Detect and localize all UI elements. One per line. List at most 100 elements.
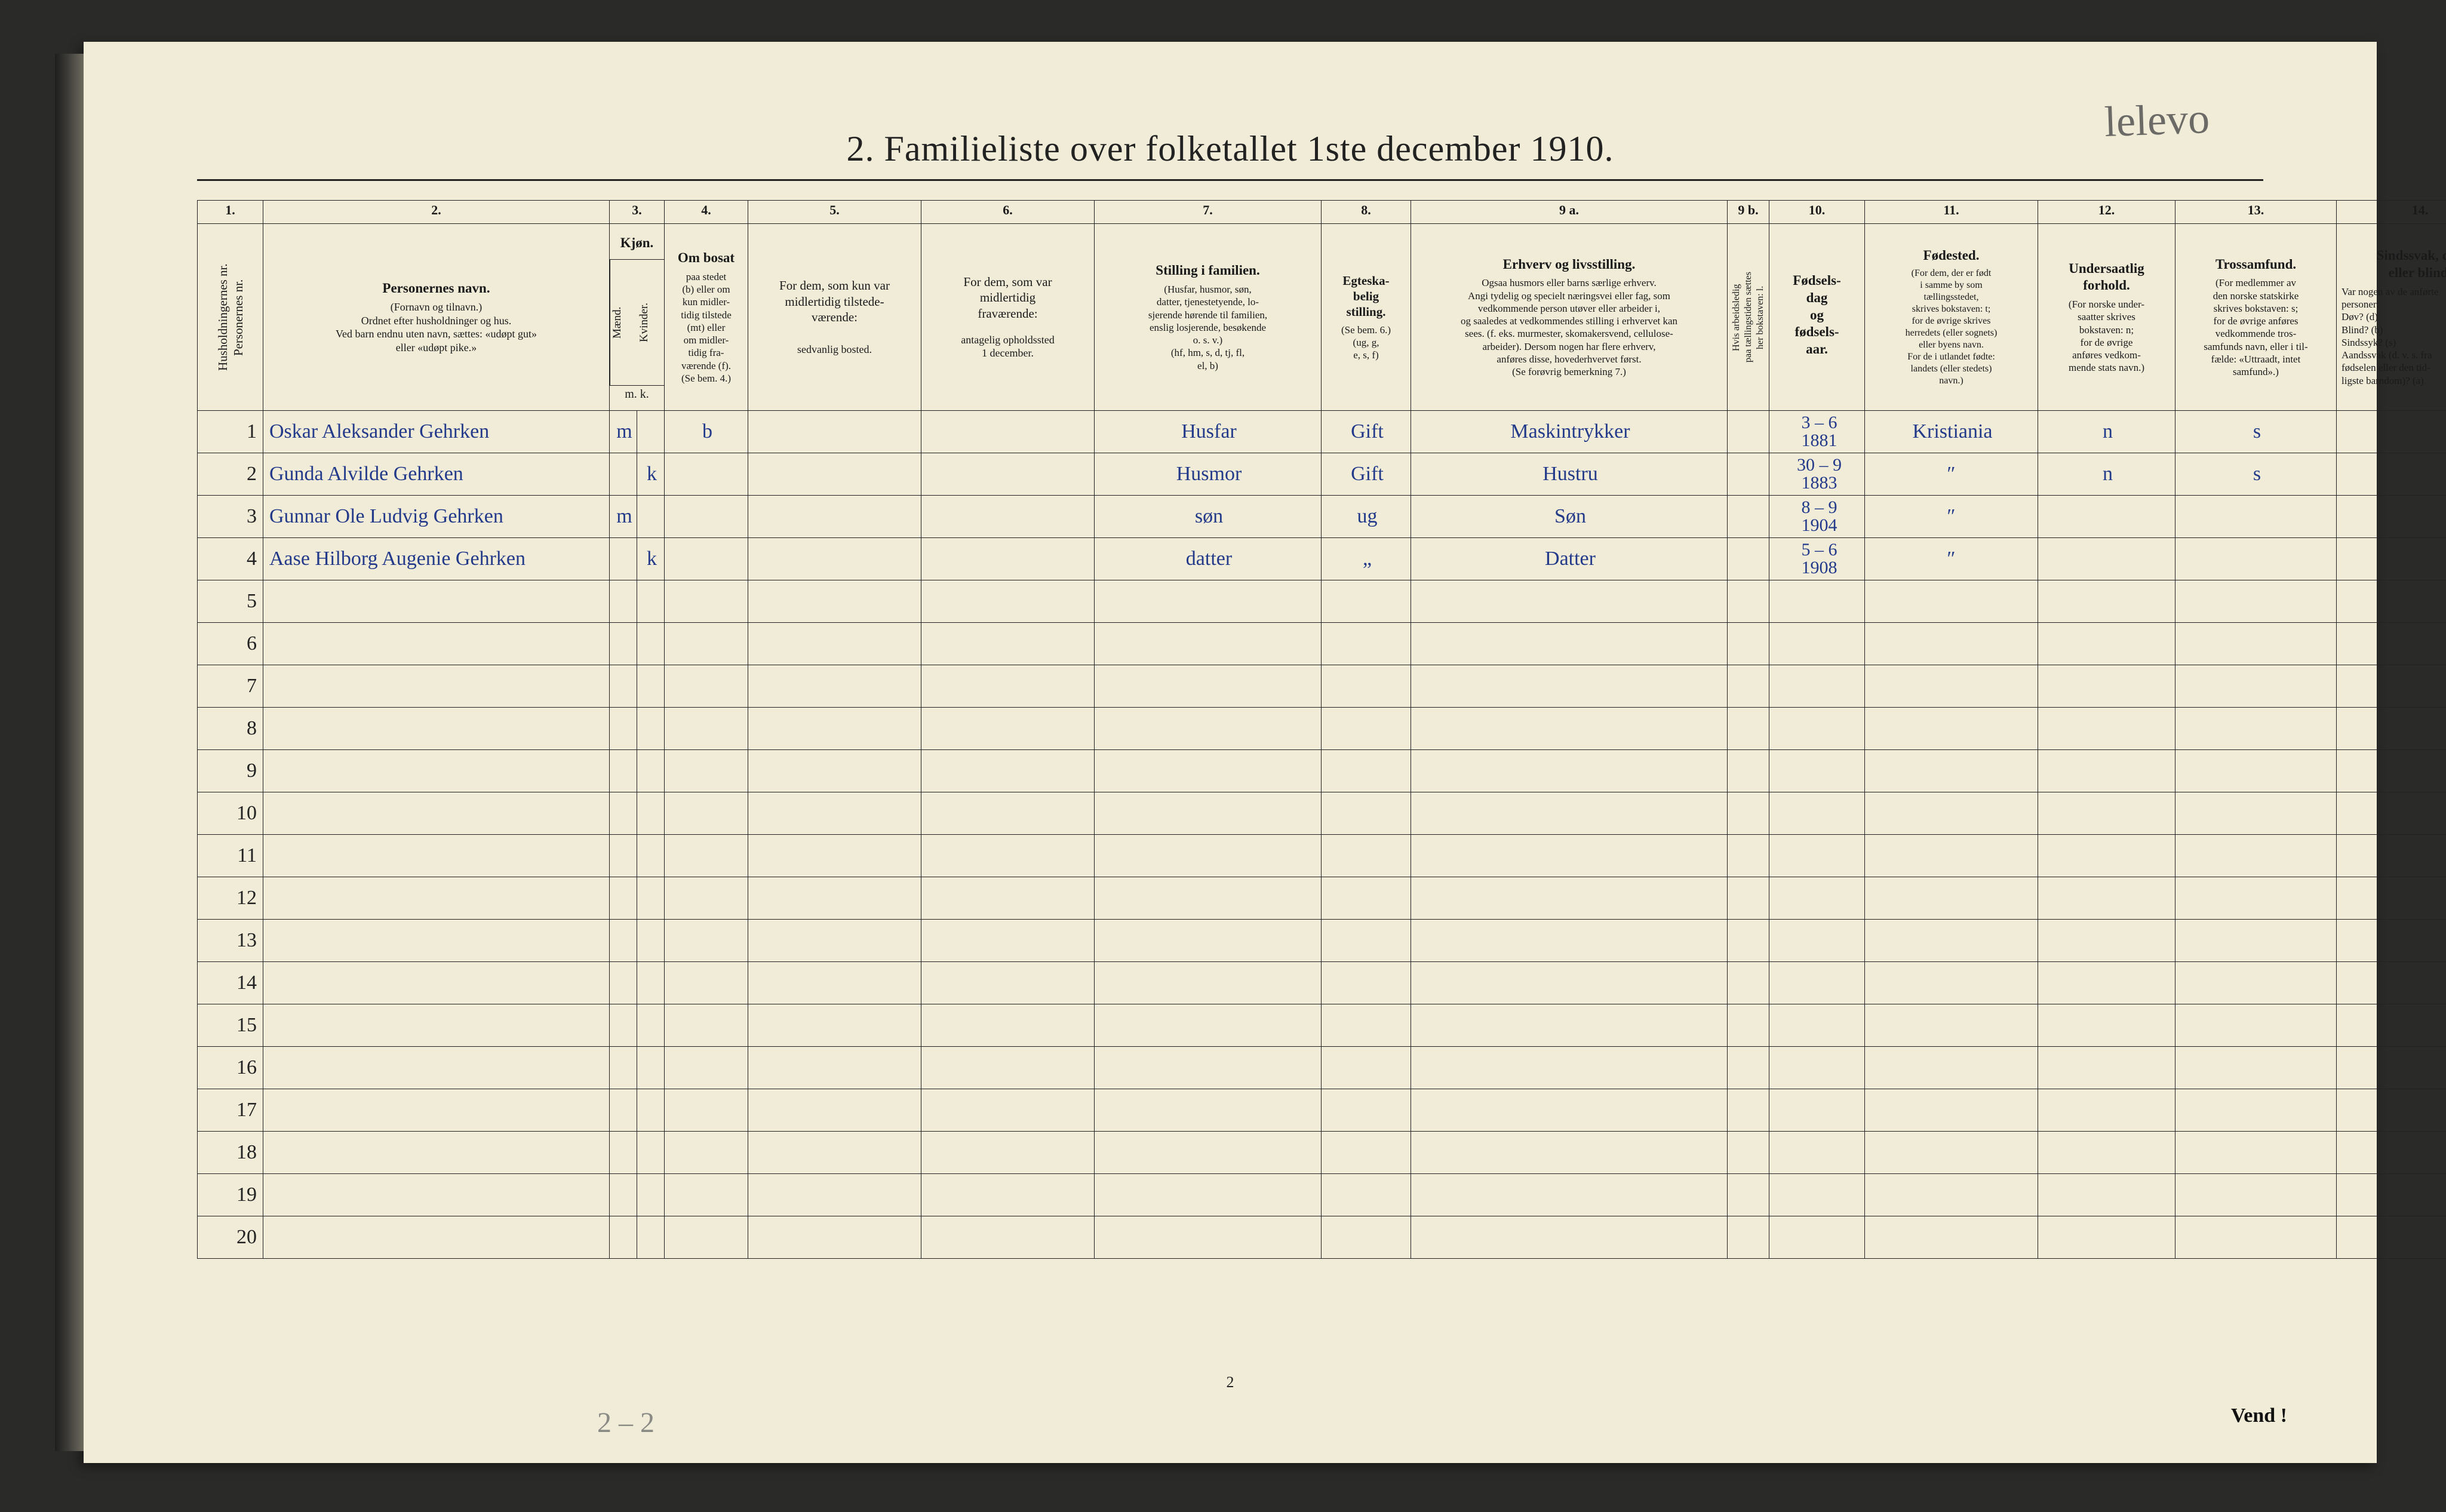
cell bbox=[610, 538, 637, 580]
cell: Gift bbox=[1322, 411, 1411, 453]
cell bbox=[921, 453, 1095, 496]
colnum-12: 12. bbox=[2038, 201, 2175, 224]
header-col13: Trossamfund. (For medlemmer av den norsk… bbox=[2175, 224, 2337, 411]
cell bbox=[748, 538, 921, 580]
cell bbox=[2175, 1004, 2337, 1047]
cell bbox=[1322, 1047, 1411, 1089]
colnum-1: 1. bbox=[198, 201, 263, 224]
cell bbox=[263, 1089, 610, 1132]
cell bbox=[610, 1004, 637, 1047]
cell bbox=[665, 538, 748, 580]
cell bbox=[1769, 580, 1865, 623]
cell bbox=[1728, 1216, 1769, 1259]
header-row: Husholdningernes nr. Personernes nr. Per… bbox=[198, 224, 2446, 411]
cell: datter bbox=[1095, 538, 1322, 580]
cell bbox=[1865, 1216, 2038, 1259]
cell bbox=[748, 665, 921, 708]
cell bbox=[1865, 962, 2038, 1004]
cell: Gunda Alvilde Gehrken bbox=[263, 453, 610, 496]
table-body: 1Oskar Aleksander GehrkenmbHusfarGiftMas… bbox=[198, 411, 2446, 1259]
cell bbox=[2337, 920, 2446, 962]
cell bbox=[748, 1089, 921, 1132]
cell bbox=[1095, 1004, 1322, 1047]
cell bbox=[1322, 962, 1411, 1004]
colnum-8: 8. bbox=[1322, 201, 1411, 224]
header-col8: Egteska- belig stilling. (Se bem. 6.) (u… bbox=[1322, 224, 1411, 411]
cell: 15 bbox=[198, 1004, 263, 1047]
cell bbox=[1411, 962, 1728, 1004]
cell bbox=[748, 792, 921, 835]
cell bbox=[263, 1004, 610, 1047]
colnum-7: 7. bbox=[1095, 201, 1322, 224]
cell bbox=[1728, 1174, 1769, 1216]
cell bbox=[610, 877, 637, 920]
header-col14: Sindssvak, døv eller blind. Var nogen av… bbox=[2337, 224, 2446, 411]
cell bbox=[610, 1132, 637, 1174]
header-col6: For dem, som var midlertidig fraværende:… bbox=[921, 224, 1095, 411]
table-row: 5 bbox=[198, 580, 2446, 623]
cell: 7 bbox=[198, 665, 263, 708]
cell bbox=[637, 1174, 665, 1216]
cell bbox=[2337, 792, 2446, 835]
colnum-4: 4. bbox=[665, 201, 748, 224]
cell: Husmor bbox=[1095, 453, 1322, 496]
cell: 6 bbox=[198, 623, 263, 665]
table-row: 14 bbox=[198, 962, 2446, 1004]
cell bbox=[921, 496, 1095, 538]
cell bbox=[1728, 411, 1769, 453]
cell bbox=[610, 708, 637, 750]
colnum-11: 11. bbox=[1865, 201, 2038, 224]
cell bbox=[921, 1004, 1095, 1047]
cell bbox=[2038, 538, 2175, 580]
cell: 30 – 9 1883 bbox=[1769, 453, 1865, 496]
cell bbox=[2337, 835, 2446, 877]
cell: 16 bbox=[198, 1047, 263, 1089]
cell bbox=[263, 1047, 610, 1089]
cell bbox=[1865, 665, 2038, 708]
cell bbox=[1769, 920, 1865, 962]
table-row: 20 bbox=[198, 1216, 2446, 1259]
header-col11: Fødested. (For dem, der er født i samme … bbox=[1865, 224, 2038, 411]
cell bbox=[1322, 623, 1411, 665]
cell bbox=[2038, 792, 2175, 835]
cell: Maskintrykker bbox=[1411, 411, 1728, 453]
cell: ″ bbox=[1865, 453, 2038, 496]
cell bbox=[1865, 1132, 2038, 1174]
cell bbox=[637, 877, 665, 920]
cell bbox=[1322, 750, 1411, 792]
pencil-annotation-bottom: 2 – 2 bbox=[597, 1406, 654, 1439]
cell bbox=[1411, 665, 1728, 708]
cell bbox=[610, 792, 637, 835]
colnum-2: 2. bbox=[263, 201, 610, 224]
colnum-5: 5. bbox=[748, 201, 921, 224]
cell: 12 bbox=[198, 877, 263, 920]
vend-label: Vend ! bbox=[2231, 1405, 2287, 1427]
cell bbox=[610, 623, 637, 665]
cell bbox=[1095, 792, 1322, 835]
cell bbox=[2038, 665, 2175, 708]
header-col3: Kjøn. Mænd. Kvinder. m. k. bbox=[610, 224, 665, 411]
cell bbox=[2175, 877, 2337, 920]
cell bbox=[1865, 835, 2038, 877]
cell bbox=[1865, 1089, 2038, 1132]
cell bbox=[1322, 877, 1411, 920]
cell bbox=[665, 453, 748, 496]
cell bbox=[1728, 835, 1769, 877]
cell bbox=[1728, 1132, 1769, 1174]
cell: „ bbox=[1322, 538, 1411, 580]
cell bbox=[1322, 792, 1411, 835]
cell bbox=[1728, 877, 1769, 920]
cell bbox=[665, 708, 748, 750]
cell bbox=[637, 496, 665, 538]
cell bbox=[665, 1047, 748, 1089]
cell: Hustru bbox=[1411, 453, 1728, 496]
cell bbox=[1411, 1047, 1728, 1089]
cell bbox=[921, 835, 1095, 877]
cell bbox=[637, 580, 665, 623]
cell bbox=[1095, 962, 1322, 1004]
cell: b bbox=[665, 411, 748, 453]
cell bbox=[637, 1047, 665, 1089]
cell bbox=[1769, 708, 1865, 750]
cell bbox=[263, 750, 610, 792]
cell bbox=[748, 496, 921, 538]
